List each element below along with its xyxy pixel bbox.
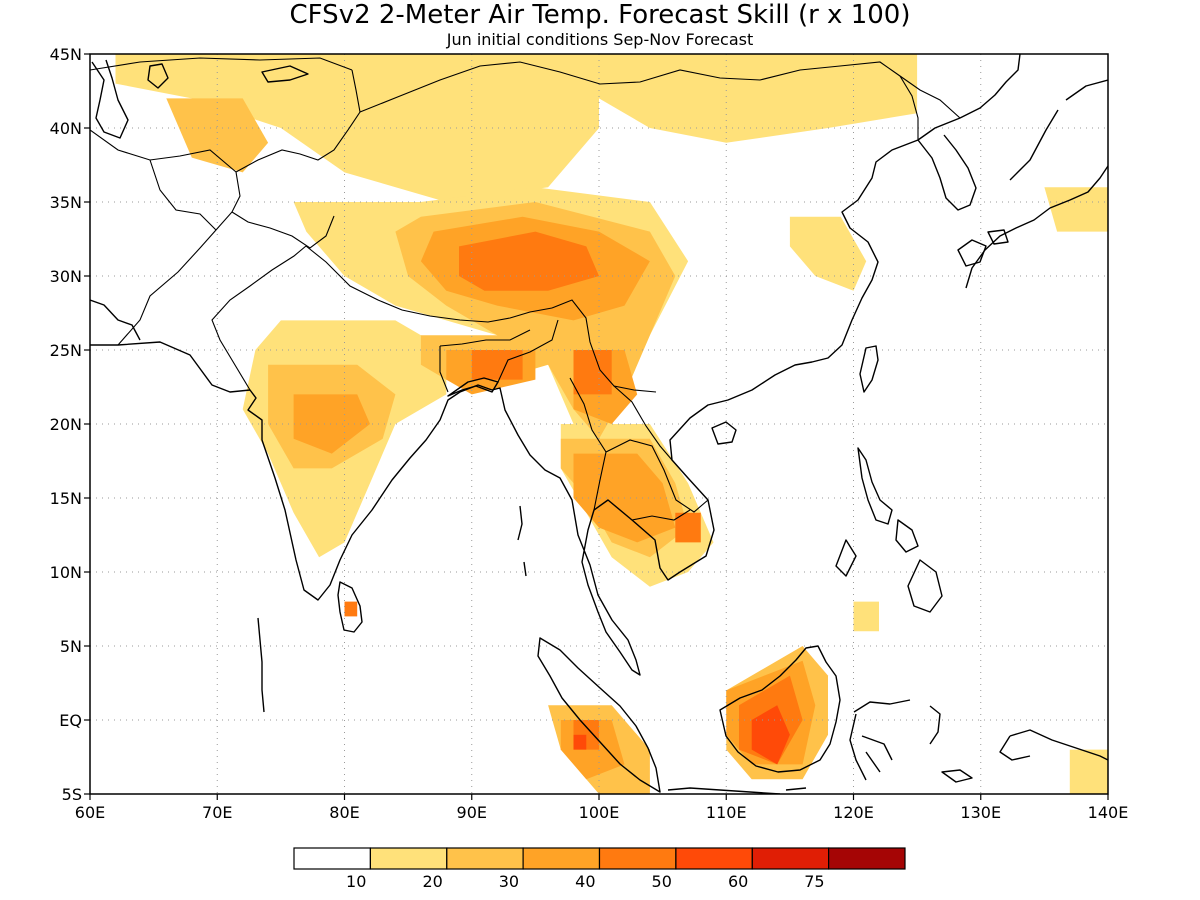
new-guinea-coastline	[999, 729, 1108, 761]
latitude-axis: 45N 40N 35N 30N 25N 20N 15N 10N 5N EQ 5S	[50, 45, 90, 804]
map-title: CFSv2 2-Meter Air Temp. Forecast Skill (…	[290, 0, 911, 30]
lat-tick-label: 35N	[50, 193, 82, 212]
colorbar-label-1: 20	[422, 872, 442, 891]
korea-coastline	[917, 134, 977, 211]
borneo-coastline	[719, 645, 841, 773]
aral-coastline	[147, 63, 169, 89]
java-coastline	[667, 787, 807, 794]
lat-tick-label: 20N	[50, 415, 82, 434]
colorbar-swatch-5	[675, 847, 753, 870]
skill-region-1	[599, 54, 918, 143]
colorbar-swatch-1	[369, 847, 448, 870]
skill-region-31	[573, 734, 587, 750]
taiwan-coastline	[859, 345, 879, 393]
colorbar-swatch-0	[293, 847, 372, 870]
skill-region-28	[675, 512, 701, 543]
moluccas-coastline	[929, 705, 973, 783]
colorbar-label-3: 40	[575, 872, 595, 891]
lat-tick-label: 30N	[50, 267, 82, 286]
colorbar-label-2: 30	[499, 872, 519, 891]
iran-coastline	[90, 299, 141, 341]
lat-tick-label: 5N	[60, 637, 82, 656]
lon-tick-label: 80E	[329, 803, 359, 822]
lat-tick-label: 15N	[50, 489, 82, 508]
lat-tick-label: 10N	[50, 563, 82, 582]
lon-tick-label: 120E	[833, 803, 874, 822]
colorbar-swatch-6	[751, 847, 830, 870]
colorbar-swatch-3	[522, 847, 601, 870]
lon-tick-label: 140E	[1088, 803, 1129, 822]
andaman-coastline	[517, 505, 527, 577]
skill-region-24	[573, 350, 612, 395]
lat-tick-label: 45N	[50, 45, 82, 64]
lon-tick-label: 100E	[579, 803, 620, 822]
lon-tick-label: 90E	[457, 803, 487, 822]
colorbar-label-0: 10	[346, 872, 366, 891]
country-borders	[90, 57, 961, 521]
philippines-coastline	[835, 447, 943, 613]
sri-lanka-coastline	[337, 581, 363, 633]
lon-tick-label: 130E	[960, 803, 1001, 822]
colorbar-swatch-7	[827, 847, 906, 870]
colorbar: 10 20 30 40 50 60 75	[293, 847, 906, 891]
colorbar-swatch-2	[446, 847, 524, 870]
lat-tick-label: 25N	[50, 341, 82, 360]
colorbar-label-6: 75	[804, 872, 824, 891]
hainan-coastline	[711, 421, 737, 445]
skill-region-29	[344, 601, 358, 617]
lat-tick-label: EQ	[59, 711, 82, 730]
skill-region-7	[1069, 749, 1108, 794]
lon-tick-label: 70E	[202, 803, 232, 822]
skill-region-0	[115, 54, 599, 202]
coastlines	[90, 54, 1108, 794]
japan-coastline	[965, 79, 1108, 289]
lat-tick-label: 40N	[50, 119, 82, 138]
skill-region-5	[789, 216, 867, 291]
colorbar-swatch-4	[598, 847, 677, 870]
caspian-coastline	[91, 59, 129, 139]
ganges-delta	[447, 377, 499, 397]
lon-tick-label: 60E	[75, 803, 105, 822]
colorbar-label-5: 60	[728, 872, 748, 891]
skill-region-8	[853, 601, 879, 632]
sulawesi-coastline	[849, 699, 911, 781]
skill-region-25	[471, 350, 523, 380]
sumatra-coastline	[537, 637, 661, 793]
balkhash-coastline	[261, 65, 309, 83]
lon-tick-label: 110E	[706, 803, 747, 822]
map-subtitle: Jun initial conditions Sep-Nov Forecast	[446, 30, 754, 49]
maldives-coastline	[257, 617, 265, 713]
skill-region-20	[293, 394, 370, 454]
colorbar-label-4: 50	[652, 872, 672, 891]
skill-region-6	[1044, 187, 1108, 232]
kyushu-coastline	[957, 229, 1009, 267]
longitude-axis: 60E 70E 80E 90E 100E 110E 120E 130E 140E	[75, 794, 1129, 822]
lat-tick-label: 5S	[62, 785, 82, 804]
plot-area	[90, 54, 1108, 794]
asia-coastline	[90, 54, 1021, 676]
